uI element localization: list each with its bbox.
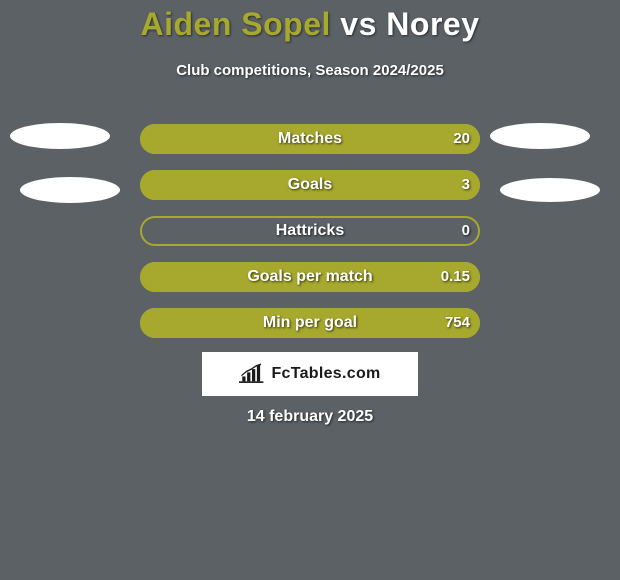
player-right-oval-1 — [500, 178, 600, 202]
title-vs: vs — [340, 6, 377, 42]
subtitle: Club competitions, Season 2024/2025 — [0, 62, 620, 79]
brand-box[interactable]: FcTables.com — [202, 352, 418, 396]
player-right-oval-0 — [490, 123, 590, 149]
player-left-oval-0 — [10, 123, 110, 149]
stat-value-right: 20 — [453, 124, 470, 154]
title-player-right: Norey — [386, 6, 479, 42]
stat-row: Goals per match0.15 — [0, 262, 620, 308]
stat-label: Goals per match — [140, 262, 480, 292]
stat-row: Min per goal754 — [0, 308, 620, 354]
page-title: Aiden Sopel vs Norey — [0, 6, 620, 43]
stat-label: Goals — [140, 170, 480, 200]
comparison-infographic: Aiden Sopel vs Norey Club competitions, … — [0, 0, 620, 580]
stat-label: Min per goal — [140, 308, 480, 338]
stat-label: Matches — [140, 124, 480, 154]
player-left-oval-1 — [20, 177, 120, 203]
footer-date: 14 february 2025 — [0, 408, 620, 426]
stat-value-right: 0.15 — [441, 262, 470, 292]
stat-row: Hattricks0 — [0, 216, 620, 262]
stat-label: Hattricks — [140, 216, 480, 246]
stat-value-right: 3 — [462, 170, 470, 200]
stat-value-right: 754 — [445, 308, 470, 338]
bar-chart-icon — [239, 363, 265, 385]
title-player-left: Aiden Sopel — [141, 6, 331, 42]
stat-value-right: 0 — [462, 216, 470, 246]
brand-text: FcTables.com — [271, 365, 380, 383]
